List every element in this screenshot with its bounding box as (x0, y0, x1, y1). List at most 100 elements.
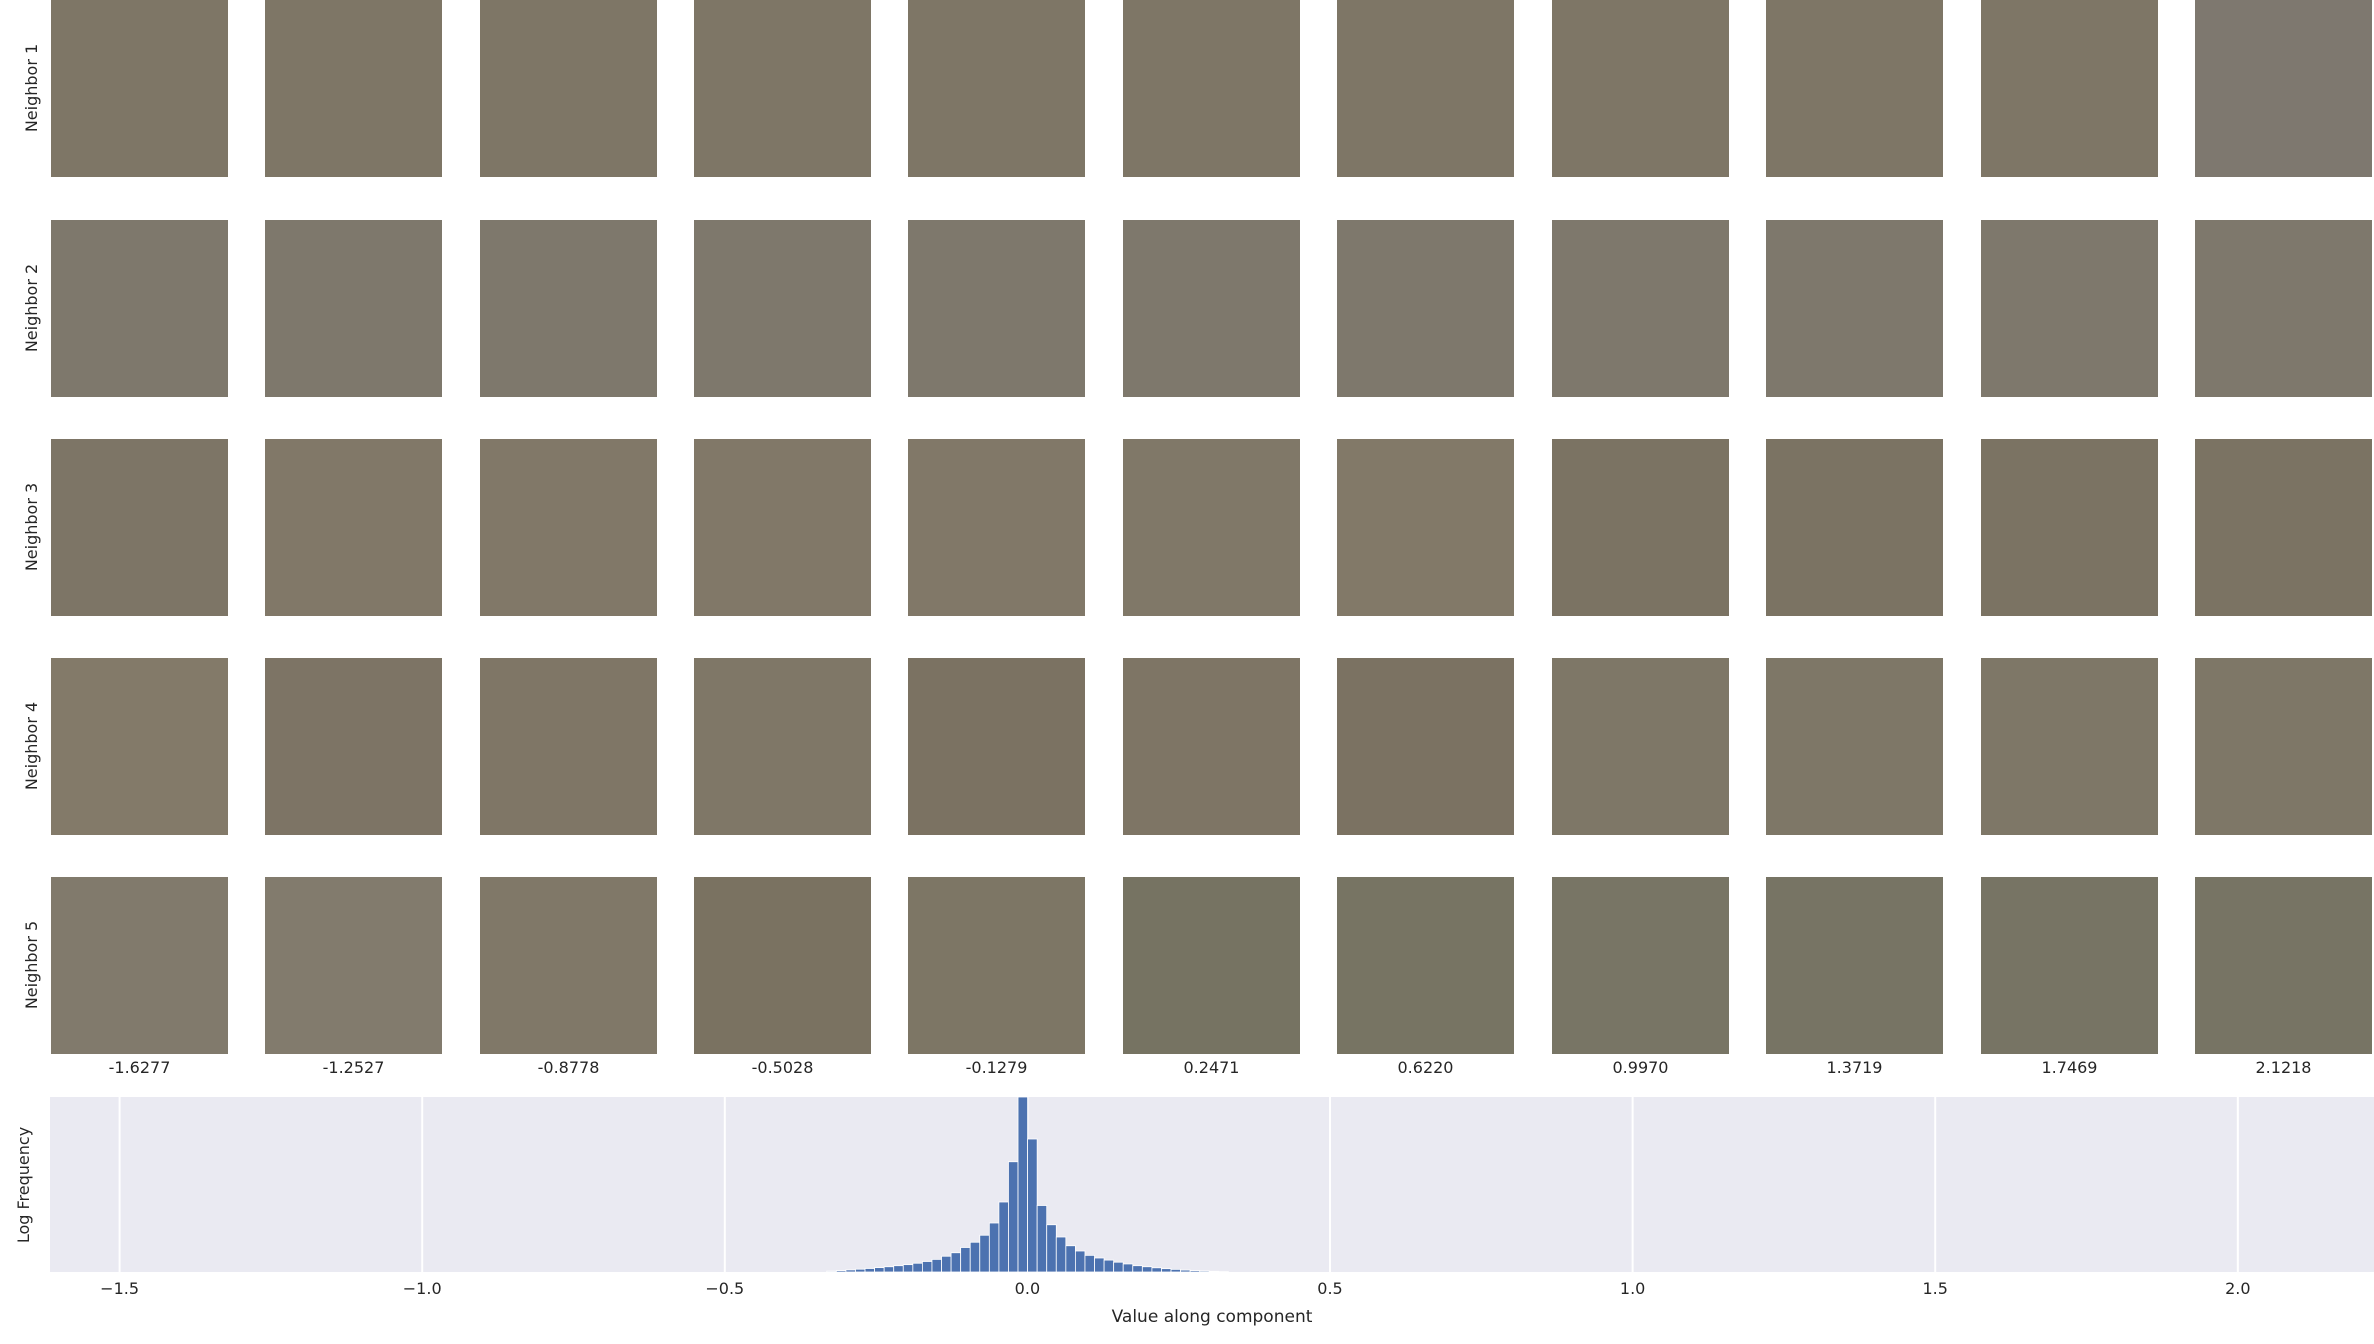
neighbor-image-tile (51, 877, 228, 1054)
neighbor-image-tile (1337, 220, 1514, 397)
neighbor-image-tile (694, 0, 871, 177)
column-value-label: 0.9970 (1612, 1058, 1669, 1077)
neighbor-image-tile (1981, 0, 2158, 177)
neighbor-image-tile (1552, 0, 1729, 177)
column-value-label: -0.8778 (537, 1058, 600, 1077)
histogram-bar (950, 1252, 962, 1273)
column-value-label: 2.1218 (2255, 1058, 2312, 1077)
histogram-bar (902, 1264, 914, 1273)
neighbor-image-tile (51, 220, 228, 397)
x-tick-labels: −1.5 −1.0 −0.5 0.0 0.5 1.0 1.5 2.0 (100, 1279, 2250, 1298)
neighbor-image-tile (908, 0, 1085, 177)
histogram-bar (1046, 1224, 1057, 1273)
x-tick-label: −1.5 (100, 1279, 139, 1298)
histogram-bar (922, 1261, 933, 1273)
histogram-bar (1122, 1263, 1134, 1273)
neighbor-image-tile (1766, 439, 1943, 616)
histogram-bar (1189, 1270, 1201, 1273)
histogram-bars (826, 1096, 1229, 1273)
neighbor-image-tile (265, 658, 442, 835)
histogram-bar (1208, 1270, 1220, 1273)
neighbor-image-tile (1123, 877, 1300, 1054)
neighbor-image-tile (1123, 0, 1300, 177)
neighbor-image-tile (265, 877, 442, 1054)
neighbor-image-tile (1981, 658, 2158, 835)
column-value-label: -0.1279 (965, 1058, 1028, 1077)
column-value-label: 1.7469 (2041, 1058, 2098, 1077)
neighbor-image-tile (694, 439, 871, 616)
neighbor-image-tile (265, 0, 442, 177)
plot-background (50, 1097, 2374, 1272)
neighbor-image-tile (51, 658, 228, 835)
histogram-bar (941, 1255, 952, 1273)
histogram-bar (1141, 1266, 1153, 1273)
histogram-bar (1075, 1250, 1086, 1273)
neighbor-image-tile (2195, 439, 2372, 616)
histogram-bar (893, 1265, 904, 1273)
x-tick-label: 1.5 (1922, 1279, 1947, 1298)
histogram-bar (1094, 1257, 1105, 1273)
neighbor-image-grid: Neighbor 1 Neighbor 2 Neighbor 3 Neighbor 4… (22, 0, 2372, 1077)
histogram-bar (1027, 1138, 1038, 1273)
neighbor-image-tile (480, 658, 657, 835)
histogram-bar (826, 1270, 837, 1273)
histogram-bar (1161, 1268, 1172, 1273)
histogram-bar (1218, 1271, 1229, 1273)
neighbor-image-tile (1981, 439, 2158, 616)
neighbor-image-tile (265, 220, 442, 397)
histogram-bar (864, 1268, 875, 1273)
row-label-neighbor-3: Neighbor 3 (22, 482, 41, 572)
histogram-bar (1199, 1270, 1210, 1273)
neighbor-image-tile (2195, 220, 2372, 397)
histogram-bar (1036, 1205, 1048, 1273)
neighbor-image-tile (1123, 220, 1300, 397)
histogram-bar (1055, 1236, 1067, 1273)
neighbor-image-tile (1337, 658, 1514, 835)
neighbor-image-tile (51, 439, 228, 616)
histogram-bar (1180, 1269, 1191, 1273)
neighbor-image-tile (694, 877, 871, 1054)
row-label-neighbor-1: Neighbor 1 (22, 43, 41, 133)
neighbor-image-tile (1123, 658, 1300, 835)
neighbor-image-tile (1337, 0, 1514, 177)
histogram-bar (931, 1258, 942, 1273)
histogram-bar (845, 1269, 856, 1273)
neighbor-image-tile (1123, 439, 1300, 616)
column-value-label: 0.2471 (1183, 1058, 1240, 1077)
neighbor-image-tile (480, 220, 657, 397)
column-value-label: -1.2527 (322, 1058, 385, 1077)
neighbor-image-tile (51, 0, 228, 177)
neighbor-image-tile (480, 877, 657, 1054)
column-value-label: 1.3719 (1826, 1058, 1883, 1077)
neighbor-image-tile (1981, 877, 2158, 1054)
neighbor-image-tile (2195, 877, 2372, 1054)
neighbor-image-tile (908, 877, 1085, 1054)
neighbor-image-tile (1337, 439, 1514, 616)
neighbor-image-tile (1766, 658, 1943, 835)
x-axis-label: Value along component (1112, 1307, 1313, 1327)
histogram-bar (835, 1270, 847, 1273)
histogram-bar (1103, 1259, 1115, 1273)
histogram-bar (912, 1262, 923, 1273)
neighbor-image-tile (908, 658, 1085, 835)
histogram-bar (1084, 1254, 1095, 1273)
neighbor-image-tile (2195, 658, 2372, 835)
histogram-bar (1008, 1161, 1019, 1273)
neighbor-image-tile (1552, 439, 1729, 616)
neighbor-image-tile (694, 658, 871, 835)
histogram-bar (1151, 1267, 1162, 1273)
histogram-bar (1065, 1245, 1076, 1273)
histogram-bar (1170, 1268, 1181, 1273)
log-frequency-histogram: −1.5 −1.0 −0.5 0.0 0.5 1.0 1.5 2.0 Value along … (14, 1096, 2374, 1327)
neighbor-image-tile (1766, 0, 1943, 177)
histogram-bar (1113, 1261, 1124, 1273)
histogram-bar (960, 1247, 971, 1273)
neighbor-image-tile (2195, 0, 2372, 177)
neighbor-image-tile (1766, 220, 1943, 397)
neighbor-image-tile (908, 220, 1085, 397)
column-value-label: -1.6277 (108, 1058, 171, 1077)
row-label-neighbor-2: Neighbor 2 (22, 263, 41, 353)
histogram-bar (1017, 1096, 1028, 1273)
column-value-label: 0.6220 (1397, 1058, 1454, 1077)
neighbor-image-tile (1766, 877, 1943, 1054)
